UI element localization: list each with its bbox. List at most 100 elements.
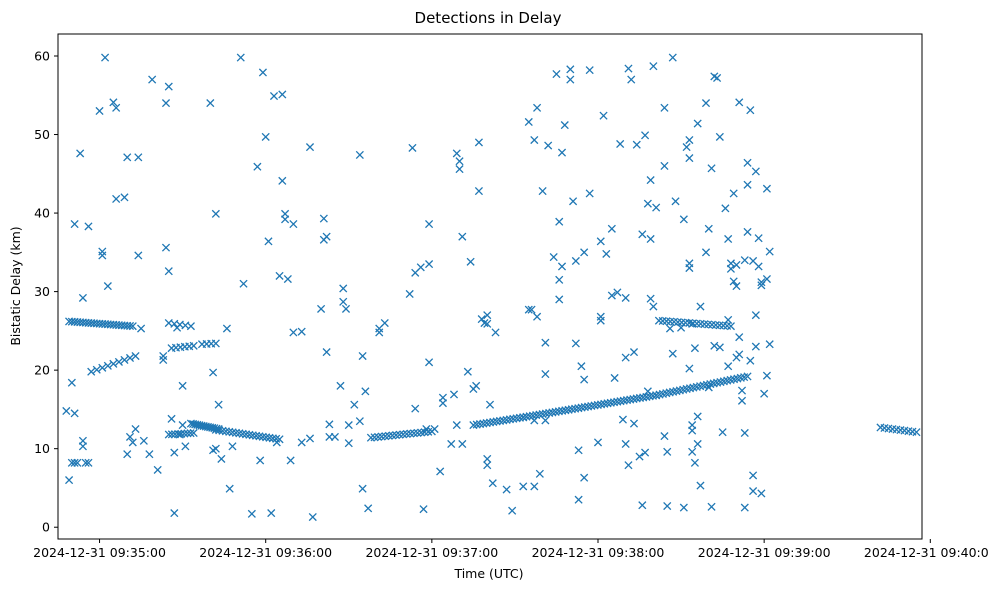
data-point-marker	[211, 425, 220, 434]
data-point-marker	[261, 132, 270, 141]
data-point-marker	[643, 387, 652, 396]
data-point-marker	[740, 428, 749, 438]
data-point-marker	[267, 509, 276, 518]
data-point-marker	[81, 458, 90, 467]
data-point-marker	[103, 282, 112, 291]
data-point-marker	[561, 406, 570, 415]
data-point-marker	[330, 432, 339, 441]
data-point-marker	[754, 234, 763, 243]
x-tick-label: 2024-12-31 09:35:00	[33, 545, 166, 560]
data-point-marker	[735, 98, 744, 107]
data-point-marker	[167, 430, 176, 439]
data-point-marker	[749, 487, 758, 496]
data-point-marker	[211, 444, 220, 453]
data-point-marker	[693, 439, 702, 449]
data-point-marker	[577, 362, 586, 371]
data-point-marker	[646, 176, 655, 185]
data-point-marker	[585, 66, 594, 75]
data-point-marker	[502, 485, 511, 494]
data-point-marker	[603, 399, 612, 408]
data-point-marker	[533, 103, 542, 112]
data-point-marker	[557, 148, 567, 157]
data-point-marker	[247, 509, 256, 518]
data-point-marker	[170, 509, 179, 518]
data-point-marker	[245, 430, 254, 439]
data-point-marker	[682, 143, 691, 152]
data-point-marker	[186, 322, 195, 331]
data-point-marker	[587, 401, 596, 411]
data-point-marker	[649, 302, 658, 311]
data-point-marker	[411, 404, 420, 413]
data-point-marker	[255, 432, 264, 441]
data-point-marker	[560, 121, 569, 130]
data-point-marker	[545, 408, 554, 418]
y-axis-label: Bistatic Delay (km)	[8, 226, 23, 345]
data-point-marker	[84, 222, 93, 231]
chart-title: Detections in Delay	[415, 9, 562, 27]
data-point-marker	[645, 392, 654, 401]
data-point-marker	[660, 161, 669, 171]
data-point-marker	[175, 430, 184, 439]
data-point-marker	[361, 387, 370, 396]
data-point-marker	[98, 247, 107, 256]
data-point-marker	[555, 217, 564, 226]
data-point-marker	[286, 456, 295, 465]
data-point-marker	[70, 458, 79, 467]
data-point-marker	[422, 424, 431, 434]
data-point-marker	[762, 184, 771, 193]
data-point-marker	[480, 318, 489, 328]
data-point-marker	[701, 248, 711, 257]
data-point-marker	[482, 418, 491, 428]
data-point-marker	[688, 426, 697, 435]
data-point-marker	[746, 356, 755, 365]
data-point-marker	[508, 506, 517, 515]
data-point-marker	[599, 111, 608, 120]
data-point-marker	[430, 424, 439, 434]
data-point-marker	[574, 495, 583, 504]
data-point-marker	[596, 316, 605, 325]
data-point-marker	[252, 431, 261, 440]
data-point-marker	[632, 394, 641, 403]
data-point-marker	[557, 262, 567, 271]
data-point-marker	[602, 249, 611, 258]
data-point-marker	[621, 439, 630, 449]
data-point-marker	[449, 390, 459, 399]
data-point-marker	[322, 232, 331, 241]
data-point-marker	[455, 165, 464, 174]
data-point-marker	[87, 367, 96, 376]
data-point-marker	[555, 275, 564, 284]
data-point-marker	[98, 363, 107, 372]
data-point-marker	[305, 143, 315, 152]
data-point-marker	[161, 99, 171, 108]
data-point-marker	[552, 69, 561, 79]
data-point-marker	[181, 442, 190, 451]
data-point-marker	[283, 274, 292, 284]
data-point-marker	[215, 426, 224, 435]
data-point-marker	[715, 132, 724, 141]
y-tick-label: 60	[34, 48, 50, 63]
data-point-marker	[436, 467, 445, 476]
data-point-marker	[492, 417, 501, 426]
data-point-marker	[613, 397, 622, 406]
data-point-marker	[101, 53, 110, 62]
data-point-marker	[696, 302, 705, 311]
y-tick-label: 40	[34, 206, 50, 221]
data-point-marker	[211, 209, 220, 218]
data-point-marker	[509, 414, 518, 423]
data-point-marker	[305, 434, 315, 443]
data-point-marker	[574, 404, 583, 413]
data-point-marker	[641, 131, 650, 140]
data-point-marker	[660, 103, 669, 112]
y-axis-ticks: 0 10 20 30 40 50 60	[34, 48, 58, 535]
data-point-marker	[627, 75, 636, 84]
data-point-marker	[114, 357, 123, 366]
data-point-marker	[344, 421, 353, 430]
data-point-marker	[538, 409, 547, 419]
data-point-marker	[569, 197, 578, 206]
data-point-marker	[551, 407, 560, 416]
data-point-marker	[272, 438, 281, 447]
data-point-marker	[278, 90, 287, 99]
data-point-marker	[73, 458, 82, 467]
data-point-marker	[524, 305, 533, 314]
data-point-marker	[425, 358, 434, 367]
